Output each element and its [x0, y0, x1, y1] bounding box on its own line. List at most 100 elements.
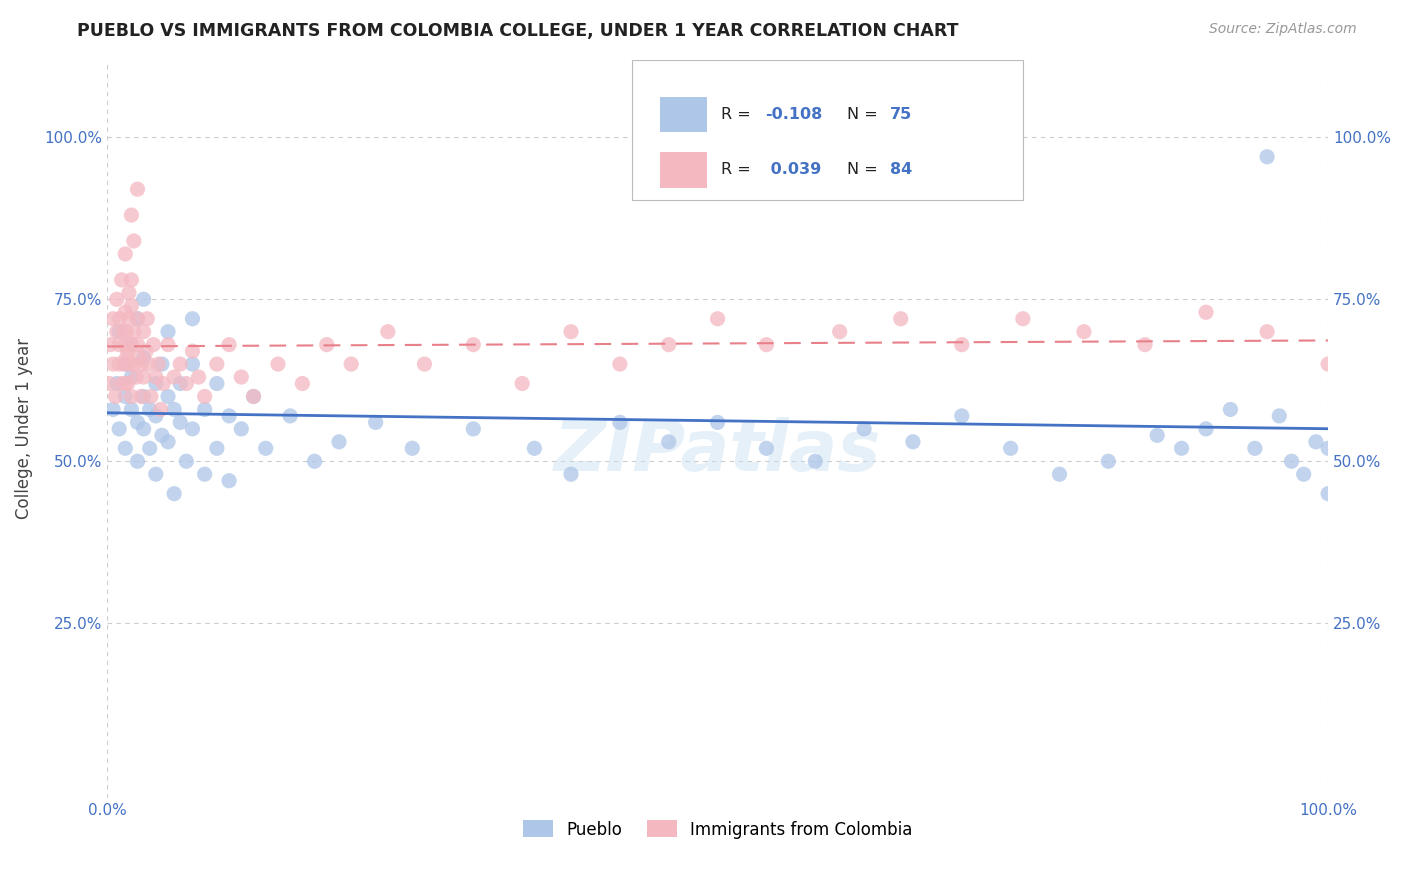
Y-axis label: College, Under 1 year: College, Under 1 year — [15, 338, 32, 519]
Point — [1011, 311, 1033, 326]
Point — [127, 311, 149, 326]
Point — [169, 357, 191, 371]
Point — [1317, 486, 1340, 500]
Text: ZIPatlas: ZIPatlas — [554, 417, 882, 485]
Point — [181, 344, 204, 359]
Point — [609, 357, 631, 371]
Point — [145, 376, 167, 391]
Text: N =: N = — [846, 107, 883, 122]
Point — [278, 409, 301, 423]
FancyBboxPatch shape — [633, 60, 1022, 200]
Point — [132, 389, 155, 403]
Point — [1281, 454, 1303, 468]
Point — [218, 474, 240, 488]
Text: 84: 84 — [890, 162, 912, 178]
Point — [142, 337, 165, 351]
Legend: Pueblo, Immigrants from Colombia: Pueblo, Immigrants from Colombia — [516, 814, 920, 846]
Point — [120, 402, 142, 417]
Point — [118, 285, 141, 300]
Point — [1195, 305, 1218, 319]
Point — [1146, 428, 1168, 442]
Point — [108, 337, 131, 351]
Point — [231, 370, 253, 384]
Bar — [661, 97, 707, 132]
Point — [150, 357, 173, 371]
Point — [401, 442, 423, 456]
Point — [1256, 325, 1278, 339]
Point — [157, 337, 180, 351]
Point — [1073, 325, 1095, 339]
Point — [157, 434, 180, 449]
Point — [1049, 467, 1071, 482]
Point — [658, 337, 681, 351]
Point — [1317, 442, 1340, 456]
Point — [108, 311, 131, 326]
Point — [560, 467, 582, 482]
Point — [463, 422, 485, 436]
Point — [114, 442, 136, 456]
Point — [149, 402, 172, 417]
Point — [706, 416, 728, 430]
Point — [804, 454, 827, 468]
Point — [117, 376, 139, 391]
Point — [181, 357, 204, 371]
Point — [115, 351, 138, 365]
Point — [242, 389, 264, 403]
Point — [139, 389, 162, 403]
Point — [138, 402, 160, 417]
Point — [145, 409, 167, 423]
Point — [169, 416, 191, 430]
Point — [254, 442, 277, 456]
Point — [120, 208, 142, 222]
Point — [609, 416, 631, 430]
Point — [114, 305, 136, 319]
Point — [181, 422, 204, 436]
Point — [105, 325, 128, 339]
Point — [181, 311, 204, 326]
Point — [114, 376, 136, 391]
Point — [291, 376, 314, 391]
Point — [135, 344, 157, 359]
Point — [328, 434, 350, 449]
Point — [127, 454, 149, 468]
Point — [128, 351, 150, 365]
Point — [853, 422, 876, 436]
Point — [828, 325, 851, 339]
Point — [560, 325, 582, 339]
Point — [163, 402, 186, 417]
Point — [132, 351, 155, 365]
Point — [163, 486, 186, 500]
Point — [755, 442, 778, 456]
Point — [98, 376, 121, 391]
Point — [950, 409, 973, 423]
Point — [111, 376, 134, 391]
Point — [114, 357, 136, 371]
Point — [1268, 409, 1291, 423]
Point — [1000, 442, 1022, 456]
Point — [1170, 442, 1192, 456]
Point — [111, 273, 134, 287]
Point — [129, 389, 152, 403]
Bar — [661, 153, 707, 187]
Point — [127, 337, 149, 351]
Text: Source: ZipAtlas.com: Source: ZipAtlas.com — [1209, 22, 1357, 37]
Point — [242, 389, 264, 403]
Text: N =: N = — [846, 162, 883, 178]
Text: 75: 75 — [890, 107, 912, 122]
Point — [1305, 434, 1327, 449]
Point — [194, 467, 217, 482]
Point — [120, 299, 142, 313]
Point — [218, 409, 240, 423]
Point — [157, 389, 180, 403]
Point — [205, 357, 228, 371]
Point — [118, 357, 141, 371]
Point — [231, 422, 253, 436]
Point — [510, 376, 533, 391]
Point — [1133, 337, 1156, 351]
Point — [755, 337, 778, 351]
Point — [205, 442, 228, 456]
Point — [108, 422, 131, 436]
Point — [304, 454, 326, 468]
Point — [105, 293, 128, 307]
Point — [364, 416, 387, 430]
